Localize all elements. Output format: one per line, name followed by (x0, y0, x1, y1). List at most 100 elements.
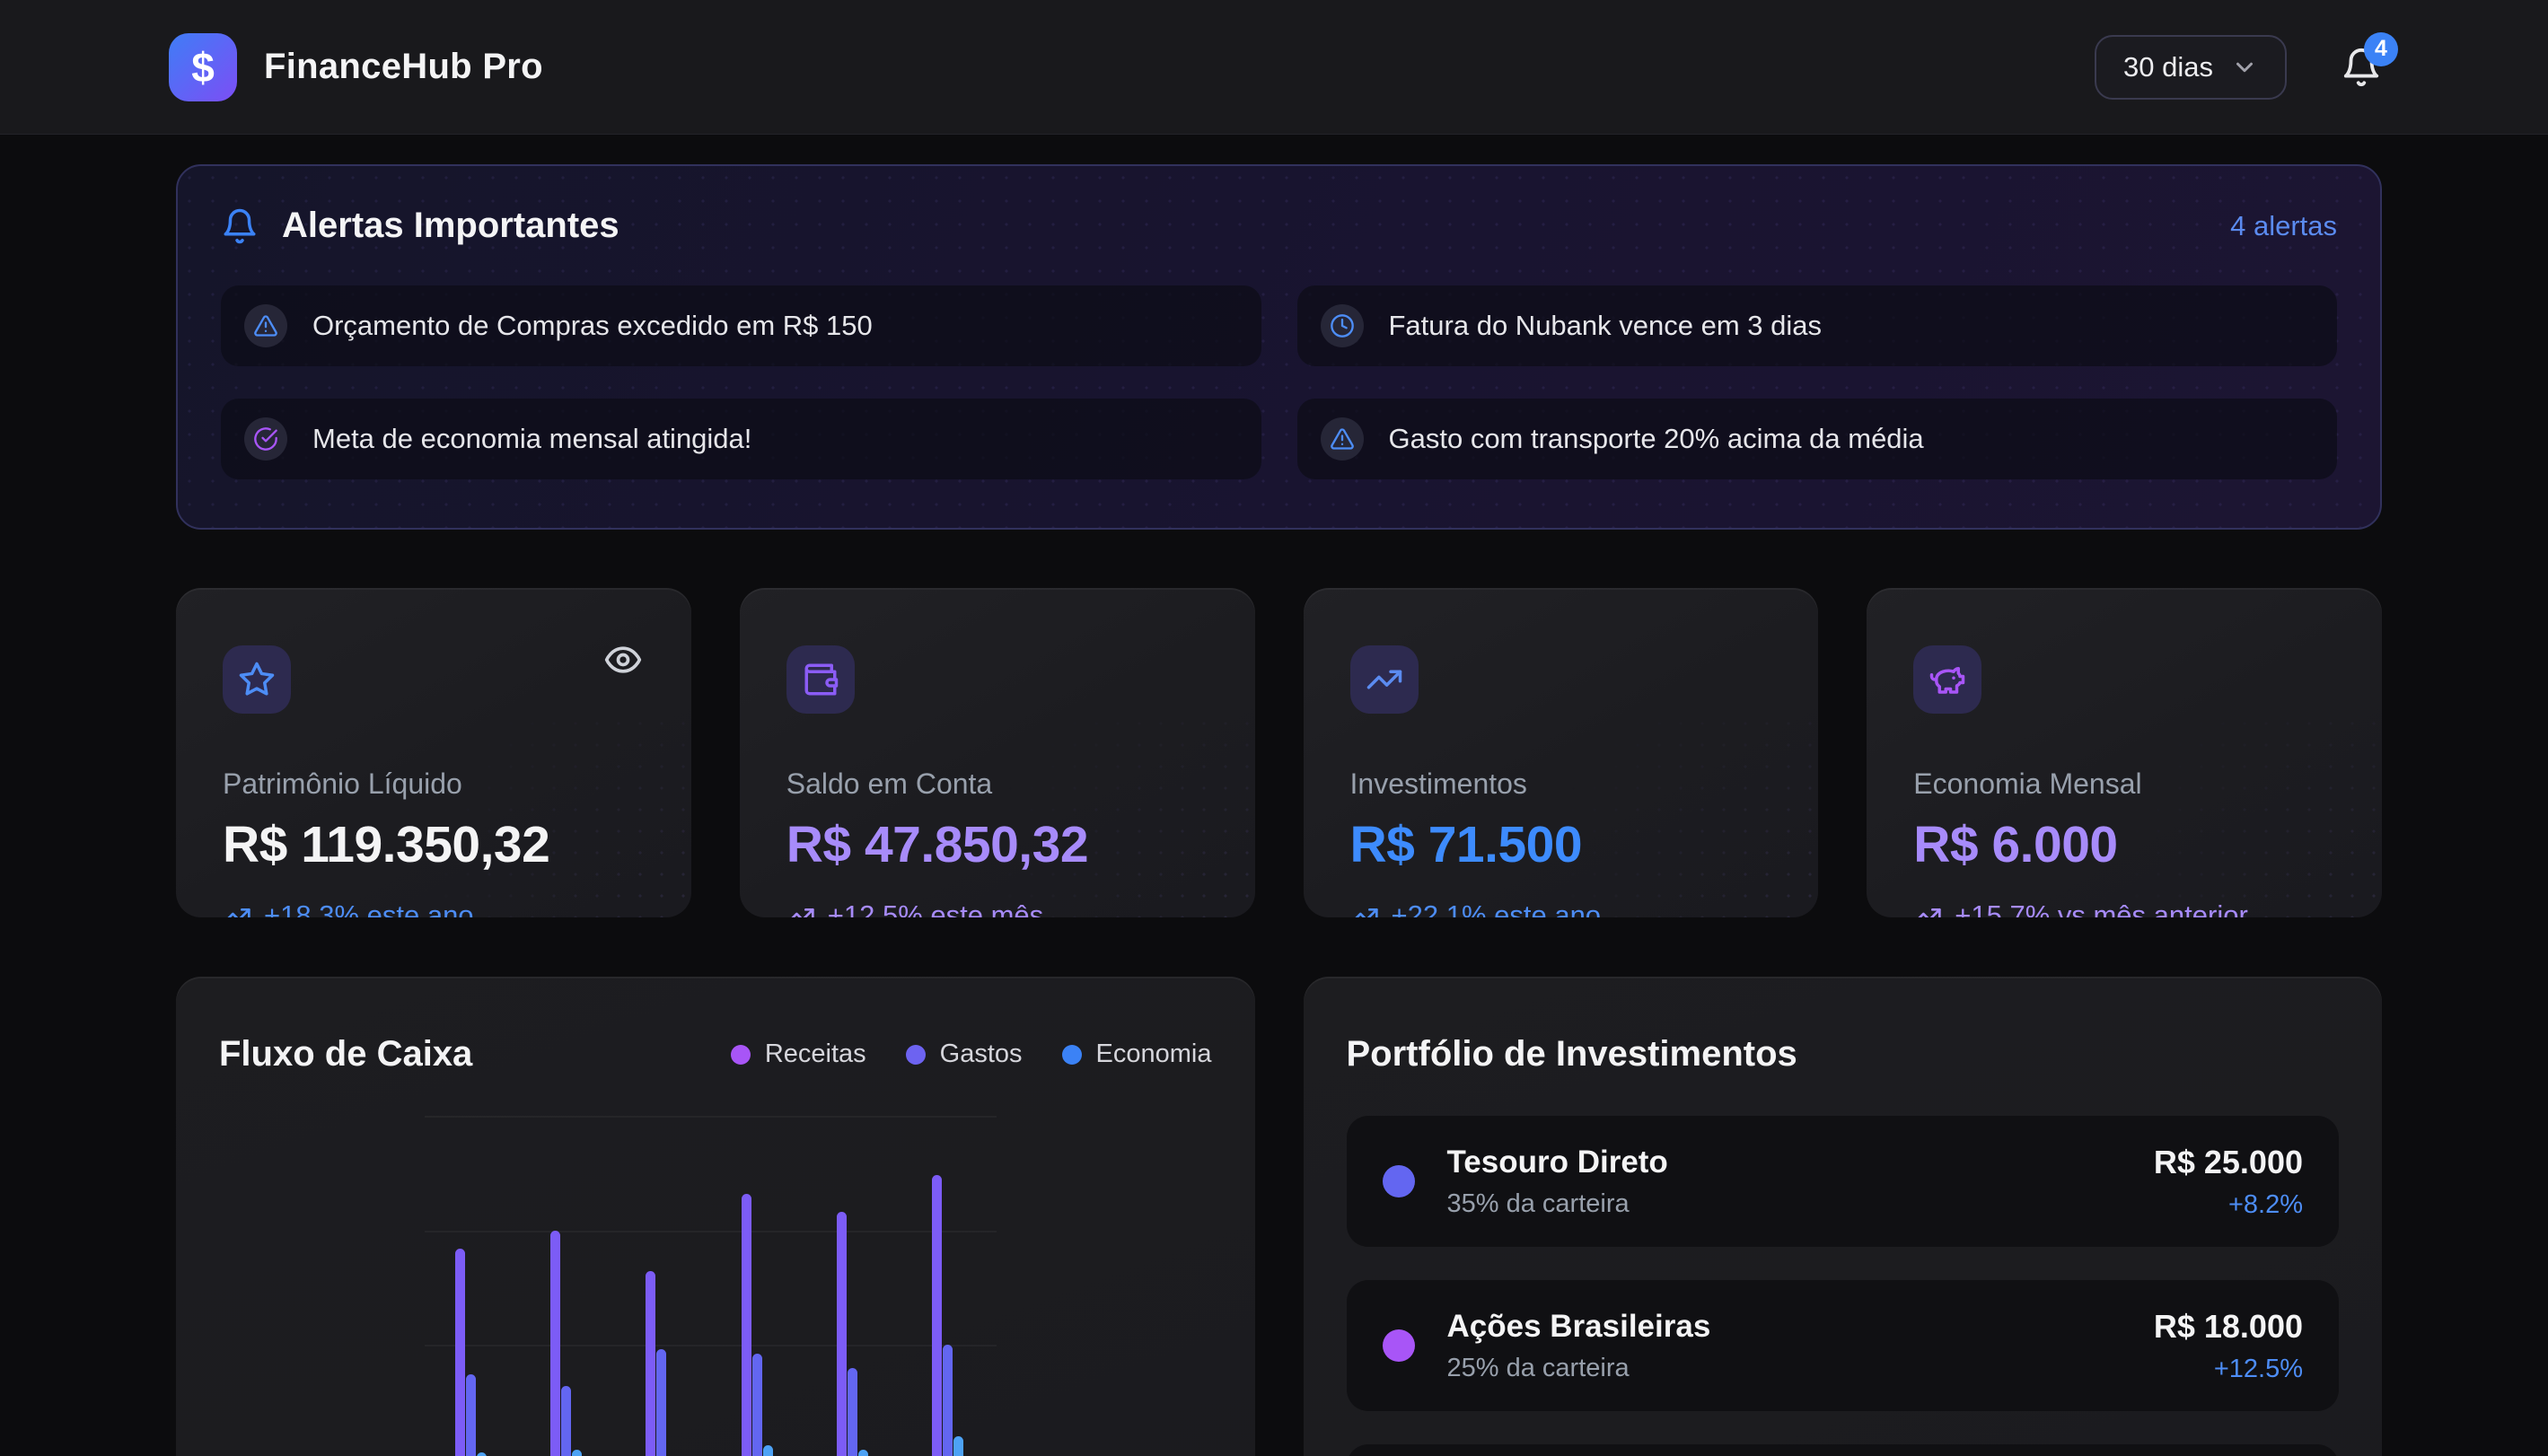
alert-triangle-icon (1330, 428, 1354, 450)
asset-share: 25% da carteira (1446, 1353, 1630, 1382)
wallet-icon (804, 663, 838, 696)
top-bar: $ FinanceHub Pro 30 dias 4 (0, 0, 2548, 135)
stat-change: +12.5% este mês (786, 899, 1208, 917)
star-icon (239, 662, 275, 696)
piggy-bank-icon (1930, 667, 1965, 694)
cashflow-legend: Receitas Gastos Economia (730, 1039, 1212, 1069)
alerts-count: 4 alertas (2230, 209, 2337, 241)
asset-change: +8.2% (2227, 1189, 2303, 1219)
stat-card-investimentos: Investimentos R$ 71.500 +22.1% este ano (1303, 588, 1819, 917)
alerts-list: Orçamento de Compras excedido em R$ 150 … (221, 285, 2337, 479)
portfolio-title: Portfólio de Investimentos (1346, 1034, 1797, 1074)
notifications-button[interactable]: 4 (2341, 31, 2398, 88)
bar-receitas-3 (646, 1271, 656, 1456)
bar-economia-5 (857, 1450, 868, 1456)
main-content: Alertas Importantes 4 alertas Orçamento … (176, 164, 2382, 1456)
trending-up-icon (791, 908, 814, 917)
alert-text: Orçamento de Compras excedido em R$ 150 (312, 310, 873, 341)
stat-change: +15.7% vs mês anterior (1913, 899, 2335, 917)
eye-icon (604, 646, 641, 673)
bell-icon (2343, 48, 2379, 86)
bar-gastos-5 (847, 1367, 857, 1456)
legend-item-gastos: Gastos (905, 1039, 1023, 1069)
gridline (425, 1345, 997, 1346)
asset-name: Ações Brasileiras (1446, 1308, 1711, 1344)
asset-dot (1382, 1329, 1415, 1362)
stat-label: Investimentos (1349, 767, 1527, 800)
bar-gastos-3 (656, 1349, 667, 1456)
bell-icon (224, 208, 256, 243)
alert-item: Fatura do Nubank vence em 3 dias (1296, 285, 2337, 366)
portfolio-item: Ações Brasileiras 25% da carteira R$ 18.… (1346, 1280, 2339, 1411)
asset-value: R$ 18.000 (2153, 1307, 2303, 1345)
legend-item-economia: Economia (1061, 1039, 1212, 1069)
portfolio-card: Portfólio de Investimentos Tesouro Diret… (1303, 977, 2382, 1456)
trending-up-icon (227, 908, 250, 917)
alert-item: Meta de economia mensal atingida! (221, 399, 1261, 479)
asset-share: 35% da carteira (1446, 1188, 1630, 1218)
bar-economia-4 (762, 1445, 773, 1456)
bar-gastos-6 (943, 1345, 953, 1456)
gridline (425, 1231, 997, 1232)
period-select-value: 30 dias (2123, 50, 2213, 83)
stat-label: Economia Mensal (1913, 767, 2142, 800)
alerts-header: Alertas Importantes 4 alertas (221, 206, 2337, 246)
asset-name: Tesouro Direto (1446, 1144, 1668, 1180)
alert-text: Meta de economia mensal atingida! (312, 423, 752, 454)
stat-label: Patrimônio Líquido (223, 767, 462, 800)
stat-value: R$ 6.000 (1913, 816, 2118, 873)
bar-gastos-1 (466, 1374, 476, 1456)
bar-gastos-4 (751, 1354, 762, 1456)
alerts-panel: Alertas Importantes 4 alertas Orçamento … (176, 164, 2382, 530)
stat-change: +22.1% este ano (1350, 899, 1772, 917)
bar-economia-1 (477, 1452, 487, 1456)
bar-receitas-4 (741, 1193, 751, 1456)
stat-card-economia: Economia Mensal R$ 6.000 +15.7% vs mês a… (1867, 588, 2382, 917)
legend-dot (905, 1044, 926, 1065)
period-select[interactable]: 30 dias (2095, 34, 2287, 100)
toggle-visibility-button[interactable] (603, 640, 643, 680)
portfolio-item (1346, 1444, 2339, 1456)
legend-dot (730, 1044, 751, 1065)
bar-gastos-2 (561, 1385, 572, 1456)
stat-value: R$ 71.500 (1349, 816, 1583, 873)
asset-dot (1382, 1165, 1415, 1197)
asset-change: +12.5% (2213, 1354, 2303, 1383)
cashflow-plot (425, 1116, 997, 1456)
chevron-down-icon (2236, 62, 2253, 72)
dollar-icon: $ (191, 43, 215, 91)
bar-economia-2 (572, 1450, 583, 1456)
stat-label: Saldo em Conta (786, 767, 993, 800)
alert-item: Gasto com transporte 20% acima da média (1296, 399, 2337, 479)
portfolio-list: Tesouro Direto 35% da carteira R$ 25.000… (1346, 1116, 2339, 1456)
app-logo: $ (169, 32, 237, 101)
trending-up-icon (1918, 908, 1941, 917)
bar-receitas-1 (455, 1248, 465, 1456)
legend-dot (1061, 1044, 1082, 1065)
notification-count-badge: 4 (2364, 31, 2398, 66)
alert-item: Orçamento de Compras excedido em R$ 150 (221, 285, 1261, 366)
trending-up-icon (1366, 670, 1401, 689)
top-bar-actions: 30 dias 4 (2095, 31, 2398, 100)
alert-text: Gasto com transporte 20% acima da média (1388, 423, 1924, 454)
bar-receitas-2 (550, 1230, 561, 1456)
gridline (425, 1116, 997, 1118)
asset-value: R$ 25.000 (2153, 1143, 2303, 1180)
portfolio-item: Tesouro Direto 35% da carteira R$ 25.000… (1346, 1116, 2339, 1247)
bar-economia-6 (953, 1436, 963, 1456)
stat-value: R$ 119.350,32 (223, 816, 550, 873)
stat-value: R$ 47.850,32 (786, 816, 1089, 873)
check-circle-icon (254, 427, 277, 451)
bar-receitas-5 (836, 1212, 847, 1456)
cashflow-title: Fluxo de Caixa (219, 1034, 473, 1074)
bar-receitas-6 (932, 1175, 942, 1456)
alerts-title: Alertas Importantes (282, 206, 619, 245)
stat-cards: Patrimônio Líquido R$ 119.350,32 +18.3% … (176, 588, 2382, 917)
legend-item-receitas: Receitas (730, 1039, 866, 1069)
stat-card-patrimonio: Patrimônio Líquido R$ 119.350,32 +18.3% … (176, 588, 691, 917)
alert-triangle-icon (254, 315, 277, 337)
trending-up-icon (1354, 908, 1378, 917)
stat-change: +18.3% este ano (223, 899, 645, 917)
alert-text: Fatura do Nubank vence em 3 dias (1388, 310, 1823, 341)
bottom-row: Fluxo de Caixa Receitas Gastos Economia (176, 977, 2382, 1456)
